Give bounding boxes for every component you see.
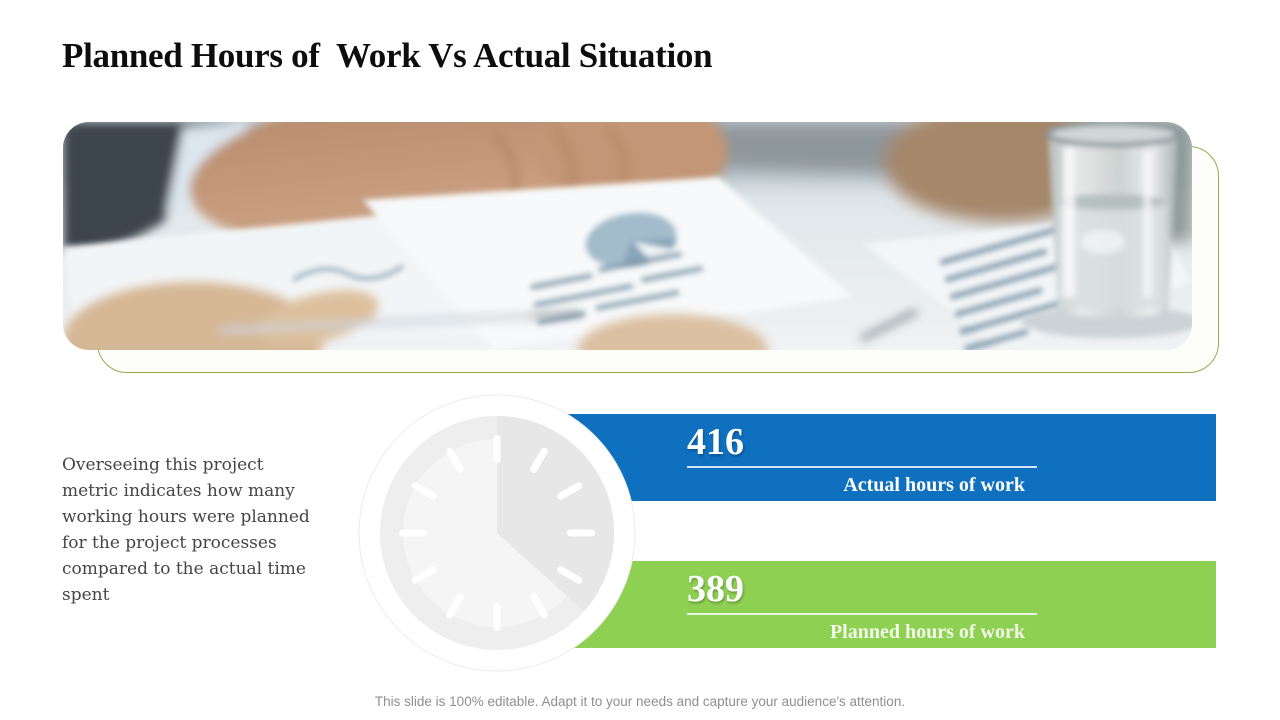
actual-hours-value: 416: [687, 421, 744, 463]
actual-divider-line: [687, 466, 1037, 468]
planned-hours-value: 389: [687, 568, 744, 610]
business-meeting-photo-illustration: [63, 122, 1192, 350]
actual-hours-label: Actual hours of work: [843, 474, 1025, 496]
clock-icon: [358, 394, 636, 672]
footer-note: This slide is 100% editable. Adapt it to…: [374, 694, 906, 709]
description-text: Overseeing this project metric indicates…: [62, 455, 310, 605]
planned-hours-label: Planned hours of work: [829, 621, 1025, 643]
planned-divider-line: [687, 613, 1037, 615]
page-title: Planned Hours of Work Vs Actual Situatio…: [62, 36, 713, 75]
banner-photo: [63, 122, 1192, 350]
